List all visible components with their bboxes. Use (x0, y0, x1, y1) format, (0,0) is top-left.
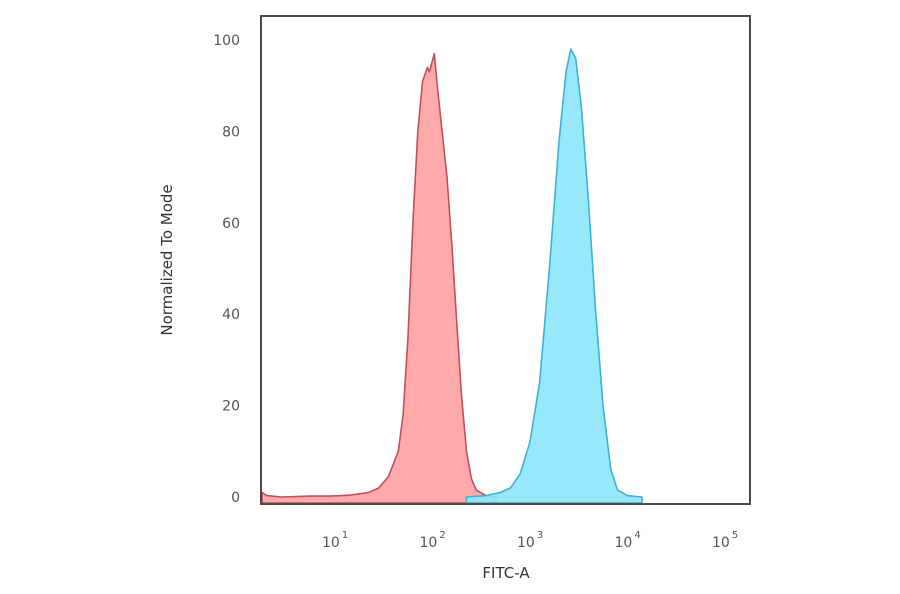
x-axis-ticks: 10 1 10 2 10 3 10 4 10 5 (322, 530, 738, 551)
x-tick-label: 10 2 (420, 530, 446, 551)
y-tick-label: 100 (213, 33, 240, 49)
x-tick-label: 10 3 (517, 530, 543, 551)
histogram-series (261, 48, 643, 504)
y-axis-title: Normalized To Mode (158, 184, 176, 335)
plot-frame (260, 15, 751, 505)
x-axis-title: FITC-A (482, 564, 530, 582)
y-tick-label: 80 (222, 124, 240, 140)
x-tick-label: 10 1 (322, 530, 348, 551)
y-axis-ticks: 0 20 40 60 80 100 (213, 33, 240, 506)
y-tick-label: 20 (222, 399, 240, 415)
histogram-series-1 (465, 48, 643, 504)
y-tick-label: 40 (222, 307, 240, 323)
y-tick-label: 60 (222, 216, 240, 232)
y-tick-label: 0 (231, 490, 240, 506)
histogram-series-0 (261, 52, 497, 504)
x-tick-label: 10 5 (712, 530, 738, 551)
x-tick-label: 10 4 (615, 530, 641, 551)
